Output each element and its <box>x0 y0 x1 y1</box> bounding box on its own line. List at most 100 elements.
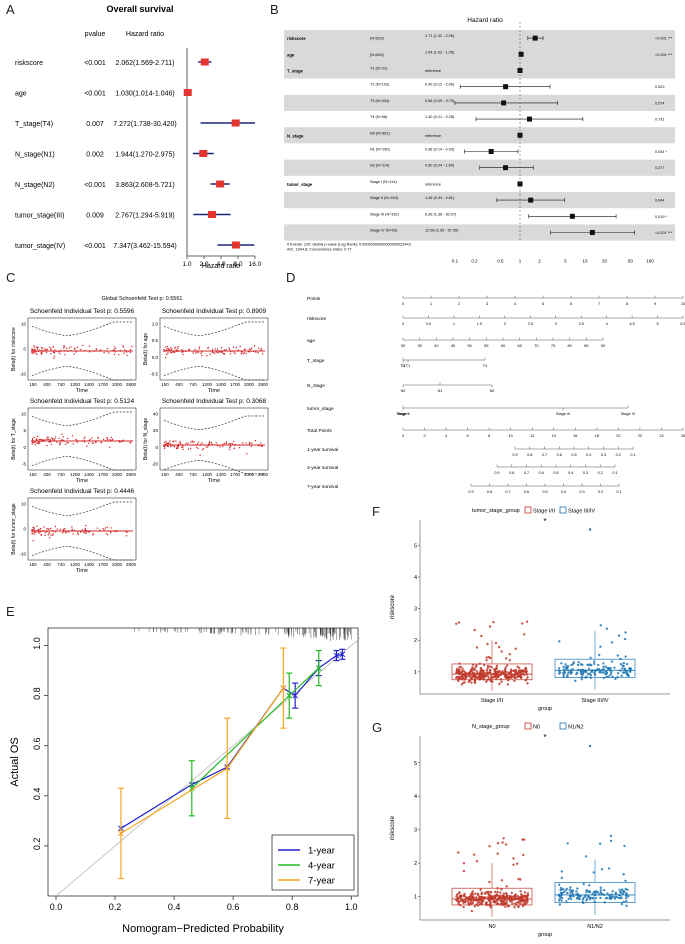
jitter-point <box>621 667 624 670</box>
tick-label: 16 <box>573 434 577 438</box>
jitter-point <box>622 890 626 893</box>
x-tick-label: 0.8 <box>286 902 299 912</box>
tick-label: N1 <box>438 389 443 393</box>
box-iqr <box>554 658 636 678</box>
panel-label-c: C <box>6 270 16 285</box>
residual-point <box>219 446 221 448</box>
residual-point <box>174 347 176 350</box>
residual-point <box>106 534 109 536</box>
jitter-point <box>460 671 463 674</box>
legend-label: 1-year <box>308 846 335 857</box>
y-tick-label: 0.0 <box>152 355 159 360</box>
residual-point <box>74 348 76 350</box>
residual-point <box>165 356 167 359</box>
jitter-point <box>466 900 470 903</box>
subplot-title: Schoenfeld Individual Test p: 0.5124 <box>30 398 135 405</box>
jitter-point <box>488 671 491 674</box>
x-tick-label: 100 <box>646 259 654 264</box>
jitter-point <box>576 671 579 674</box>
x-tick-label: 2800 <box>126 472 137 477</box>
residual-point <box>246 453 248 455</box>
tick-label: 2 <box>504 322 506 326</box>
jitter-point <box>591 892 594 895</box>
outlier-point <box>588 744 592 748</box>
residual-point <box>85 532 87 534</box>
residual-point <box>54 349 56 351</box>
row-shade <box>284 62 675 79</box>
jitter-point <box>589 656 592 659</box>
residual-point <box>80 531 82 533</box>
y-tick-label: 0.4 <box>32 788 42 801</box>
residual-point <box>54 436 57 438</box>
jitter-point <box>486 664 490 668</box>
jitter-point <box>622 873 625 876</box>
residual-point <box>75 438 77 441</box>
jitter-point <box>502 892 505 895</box>
jitter-point <box>497 670 500 674</box>
residual-point <box>228 348 231 351</box>
tick-label: 3 <box>486 302 488 306</box>
jitter-point <box>510 891 513 895</box>
jitter-point <box>484 901 488 905</box>
residual-point <box>62 436 64 438</box>
hr-point <box>503 165 509 171</box>
tick-label: 4.5 <box>629 322 634 326</box>
tick-label: 0.6 <box>539 471 544 475</box>
jitter-point <box>624 879 627 882</box>
jitter-point <box>616 675 619 679</box>
tick-label: T1 <box>406 364 410 368</box>
jitter-point <box>501 841 504 844</box>
residual-point <box>32 540 34 542</box>
residual-point <box>50 353 52 355</box>
jitter-point <box>490 891 493 894</box>
residual-point <box>63 346 66 348</box>
residual-point <box>163 447 166 450</box>
residual-point <box>83 441 86 443</box>
x-tick-label: 5 <box>564 259 567 264</box>
jitter-point <box>617 896 621 900</box>
confidence-band-lower <box>31 365 132 381</box>
row-pvalue: <0.001 <box>84 182 106 189</box>
jitter-point <box>581 673 585 676</box>
x-tick-label: 2000 <box>112 472 123 477</box>
jitter-point <box>599 891 602 894</box>
residual-point <box>76 532 79 535</box>
legend-label: Stage I/II <box>533 509 555 515</box>
jitter-point <box>518 674 521 677</box>
residual-point <box>53 439 55 441</box>
hr-point <box>183 89 192 96</box>
residual-point <box>31 532 34 534</box>
residual-point <box>165 443 167 445</box>
row-label: Total Points <box>307 428 332 434</box>
jitter-point <box>624 887 627 891</box>
jitter-point <box>619 890 622 894</box>
jitter-point <box>500 879 504 882</box>
y-tick-label: 0.6 <box>32 737 42 750</box>
residual-point <box>84 524 87 527</box>
tick-label: 9 <box>654 302 656 306</box>
tick-label: 55 <box>484 344 488 348</box>
residual-point <box>72 533 74 535</box>
jitter-point <box>499 894 502 897</box>
jitter-point <box>584 855 588 858</box>
residual-point <box>66 437 69 440</box>
x-tick-label: 0.2 <box>109 902 122 912</box>
jitter-point <box>520 669 524 672</box>
residual-point <box>88 345 91 347</box>
y-tick-label: 1 <box>414 895 417 901</box>
residual-point <box>35 438 38 440</box>
jitter-point <box>558 883 561 886</box>
residual-point <box>169 443 172 445</box>
panel-label-d: D <box>286 270 296 285</box>
jitter-point <box>599 645 602 648</box>
y-axis-title: Beta(t) for age <box>143 333 149 365</box>
tick-label: 0 <box>402 302 404 306</box>
row-level: (N=602) <box>370 37 385 41</box>
jitter-point <box>473 628 476 632</box>
jitter-point <box>517 905 520 908</box>
jitter-point <box>471 668 474 671</box>
jitter-point <box>602 665 605 668</box>
residual-point <box>42 439 44 441</box>
panel-label-a: A <box>6 2 15 17</box>
jitter-point <box>588 672 592 675</box>
